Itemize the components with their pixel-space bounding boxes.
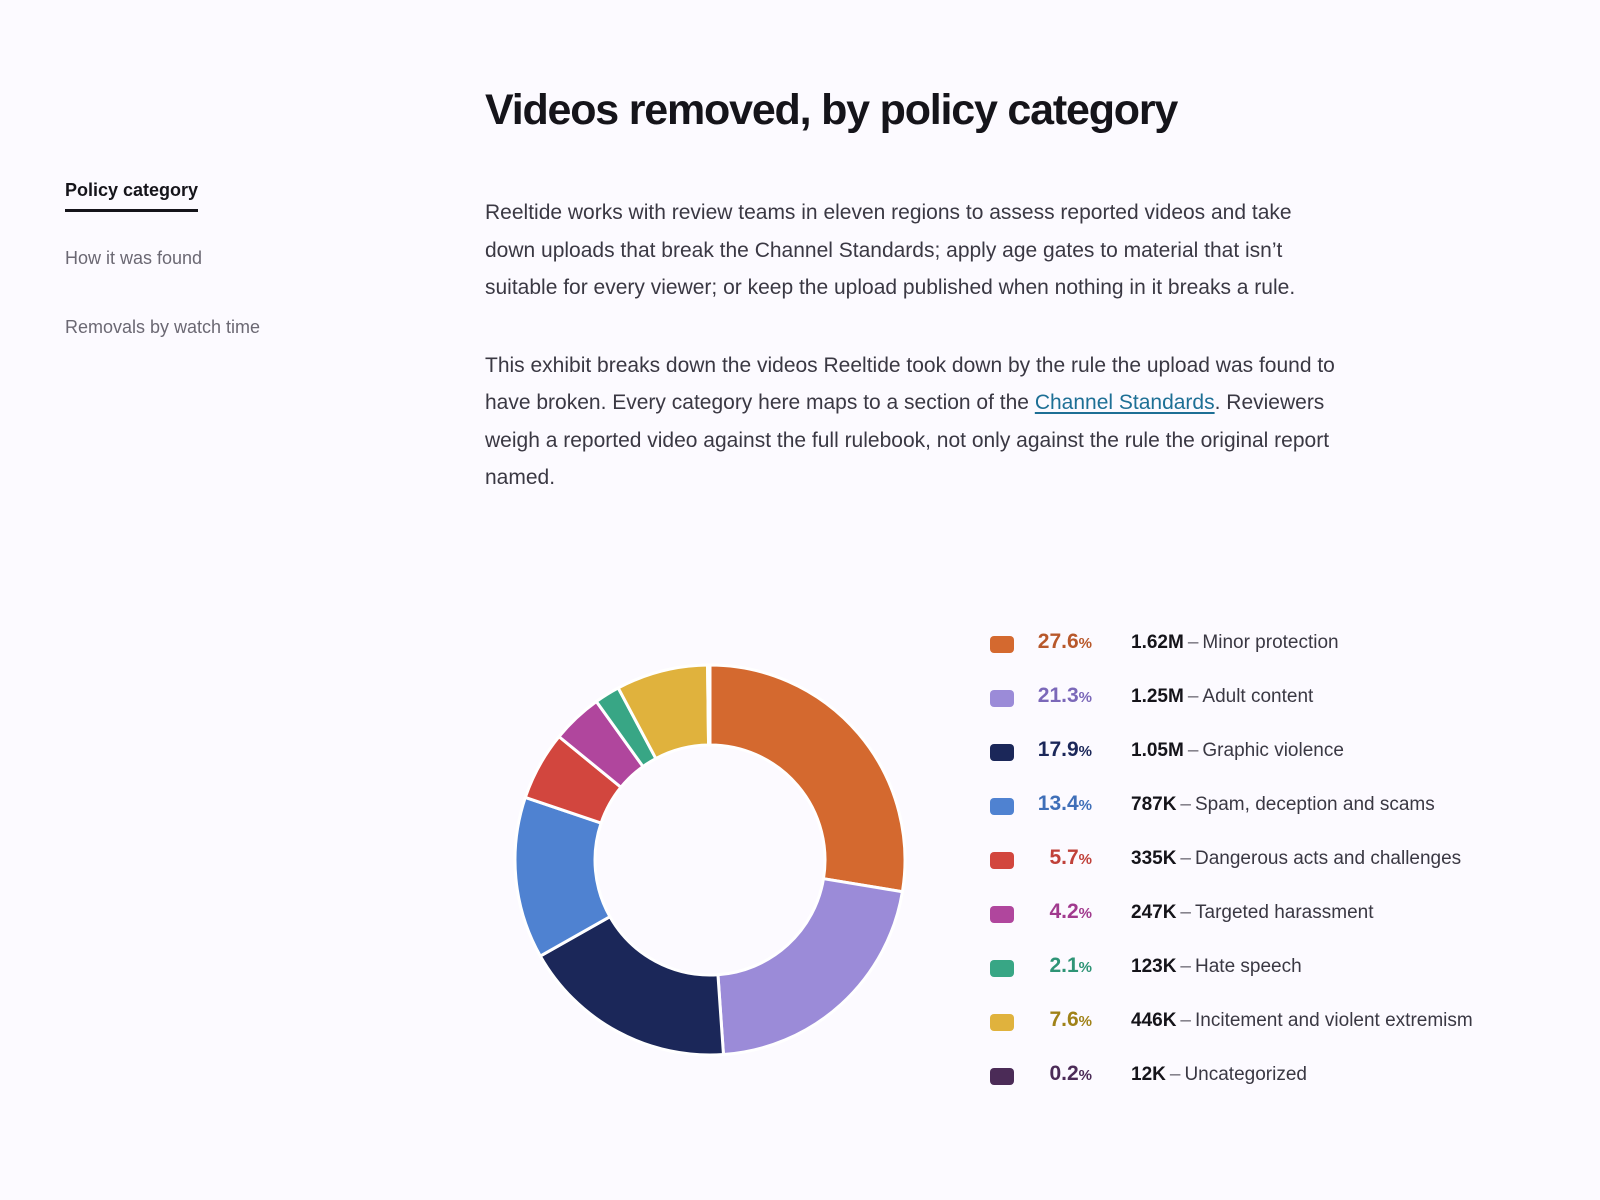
legend-percent: 21.3% — [1038, 684, 1092, 708]
legend-count: 1.05M — [1131, 740, 1184, 761]
side-nav: Policy category How it was found Removal… — [65, 180, 385, 386]
main-content: Videos removed, by policy category Reelt… — [485, 82, 1345, 497]
exhibit-text-after: . Reviewers weigh a reported video again… — [485, 391, 1330, 489]
legend-percent-value: 27.6 — [1037, 630, 1079, 653]
legend-count: 12K — [1131, 1064, 1166, 1085]
legend-swatch — [990, 1014, 1014, 1031]
exhibit-paragraph: This exhibit breaks down the videos Reel… — [485, 347, 1345, 497]
legend-dash: – — [1180, 956, 1191, 977]
legend-percent-value: 5.7 — [1049, 846, 1079, 869]
legend-percent: 17.9% — [1038, 738, 1092, 762]
legend-label: Spam, deception and scams — [1195, 794, 1435, 815]
legend-label: Graphic violence — [1202, 740, 1344, 761]
donut-chart — [505, 655, 915, 1065]
legend-swatch — [990, 690, 1014, 707]
legend-item: 17.9% 1.05M – Graphic violence — [990, 734, 1580, 788]
legend-percent-value: 21.3 — [1037, 684, 1079, 707]
legend-label: Adult content — [1202, 686, 1314, 707]
legend-percent: 7.6% — [1049, 1008, 1092, 1032]
exhibit-text-before: This exhibit breaks down the videos Reel… — [485, 353, 1335, 415]
legend-dash: – — [1180, 902, 1191, 923]
legend-dash: – — [1180, 1010, 1191, 1031]
legend-info: 12K – Uncategorized — [1131, 1064, 1307, 1086]
legend-percent-sign: % — [1078, 1067, 1092, 1084]
legend-info: 1.62M – Minor protection — [1131, 632, 1339, 654]
legend-item: 27.6% 1.62M – Minor protection — [990, 626, 1580, 680]
legend-count: 1.25M — [1131, 686, 1184, 707]
donut-chart-svg — [513, 663, 907, 1057]
legend-swatch — [990, 636, 1014, 653]
legend-info: 1.25M – Adult content — [1131, 686, 1313, 708]
legend-item: 13.4% 787K – Spam, deception and scams — [990, 788, 1580, 842]
legend-dash: – — [1187, 632, 1199, 653]
legend-percent-value: 0.2 — [1049, 1062, 1079, 1085]
intro-paragraph: Reeltide works with review teams in elev… — [485, 201, 1296, 299]
legend-info: 335K – Dangerous acts and challenges — [1131, 848, 1461, 870]
legend-count: 123K — [1131, 956, 1177, 977]
legend-percent-value: 17.9 — [1037, 738, 1079, 761]
legend-count: 787K — [1131, 794, 1177, 815]
legend-dash: – — [1180, 794, 1191, 815]
legend-percent-sign: % — [1078, 851, 1092, 868]
legend-dash: – — [1187, 686, 1199, 707]
legend-swatch — [990, 906, 1014, 923]
legend-percent: 5.7% — [1049, 846, 1092, 870]
legend-swatch — [990, 798, 1014, 815]
legend-dash: – — [1180, 848, 1191, 869]
legend-count: 446K — [1131, 1010, 1177, 1031]
legend-label: Uncategorized — [1184, 1064, 1307, 1085]
legend-swatch — [990, 960, 1014, 977]
legend-percent-sign: % — [1078, 797, 1092, 814]
legend-percent: 2.1% — [1049, 954, 1092, 978]
legend-dash: – — [1187, 740, 1199, 761]
legend-count: 1.62M — [1131, 632, 1184, 653]
legend-swatch — [990, 744, 1014, 761]
legend-label: Dangerous acts and challenges — [1195, 848, 1462, 869]
legend-percent-sign: % — [1078, 635, 1092, 652]
legend-label: Minor protection — [1202, 632, 1339, 653]
legend-label: Incitement and violent extremism — [1195, 1010, 1473, 1031]
legend-count: 247K — [1131, 902, 1177, 923]
legend-info: 446K – Incitement and violent extremism — [1131, 1010, 1473, 1032]
legend-percent-value: 4.2 — [1049, 900, 1079, 923]
legend-swatch — [990, 852, 1014, 869]
legend-info: 1.05M – Graphic violence — [1131, 740, 1344, 762]
donut-slice-2[interactable] — [716, 877, 904, 1057]
legend-percent-sign: % — [1078, 1013, 1092, 1030]
legend-percent: 27.6% — [1038, 630, 1092, 654]
legend-swatch — [990, 1068, 1014, 1085]
nav-item-how-it-was-found[interactable]: How it was found — [65, 248, 203, 268]
legend-count: 335K — [1131, 848, 1177, 869]
legend-info: 123K – Hate speech — [1131, 956, 1302, 978]
legend-item: 0.2% 12K – Uncategorized — [990, 1058, 1580, 1112]
legend-item: 5.7% 335K – Dangerous acts and challenges — [990, 842, 1580, 896]
legend-item: 7.6% 446K – Incitement and violent extremis… — [990, 1004, 1580, 1058]
legend-percent-value: 2.1 — [1049, 954, 1079, 977]
page-title: Videos removed, by policy category — [485, 86, 1178, 134]
chart-legend: 27.6% 1.62M – Minor protection 21.3% 1.25M – Ad… — [990, 626, 1580, 1112]
legend-percent-value: 7.6 — [1049, 1008, 1079, 1031]
legend-dash: – — [1169, 1064, 1181, 1085]
legend-percent: 4.2% — [1049, 900, 1092, 924]
legend-percent-sign: % — [1078, 689, 1092, 706]
legend-label: Targeted harassment — [1195, 902, 1374, 923]
legend-percent-sign: % — [1078, 905, 1092, 922]
legend-item: 21.3% 1.25M – Adult content — [990, 680, 1580, 734]
legend-percent: 0.2% — [1049, 1062, 1092, 1086]
legend-info: 787K – Spam, deception and scams — [1131, 794, 1435, 816]
channel-standards-link[interactable]: Channel Standards — [1034, 391, 1215, 414]
legend-item: 2.1% 123K – Hate speech — [990, 950, 1580, 1004]
legend-info: 247K – Targeted harassment — [1131, 902, 1374, 924]
legend-label: Hate speech — [1195, 956, 1302, 977]
legend-percent-value: 13.4 — [1037, 792, 1079, 815]
legend-item: 4.2% 247K – Targeted harassment — [990, 896, 1580, 950]
nav-item-removals-by-watch-time[interactable]: Removals by watch time — [65, 317, 261, 337]
legend-percent-sign: % — [1078, 743, 1092, 760]
legend-percent: 13.4% — [1038, 792, 1092, 816]
nav-item-policy-category[interactable]: Policy category — [65, 180, 199, 212]
donut-slice-9[interactable] — [706, 663, 712, 747]
legend-percent-sign: % — [1078, 959, 1092, 976]
donut-slice-1[interactable] — [708, 663, 907, 894]
